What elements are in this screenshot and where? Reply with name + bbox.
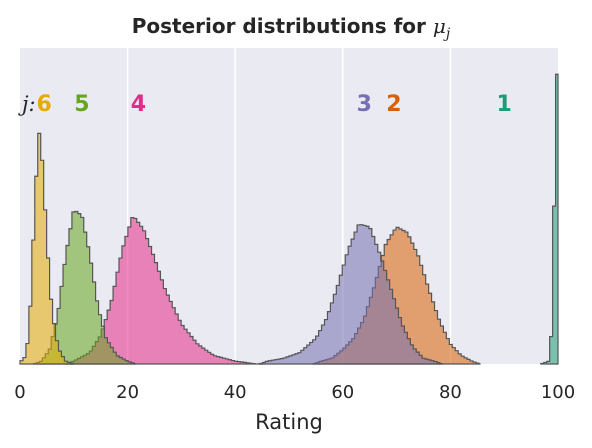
chart-title-math-sub: j (443, 26, 451, 42)
x-tick-label: 20 (116, 382, 139, 403)
label-prefix: j: (18, 92, 36, 116)
series-label-2: 2 (386, 92, 401, 117)
series-labels: j: 1 23 4 56 (18, 92, 512, 117)
chart-title-math: μ (433, 14, 446, 38)
series-1-histogram (540, 73, 559, 365)
series-label-4: 4 (131, 92, 146, 117)
series-6-histogram (19, 132, 75, 365)
x-axis-label: Rating (255, 410, 323, 434)
x-tick-labels: 0 20 40 60 80 100 (14, 382, 575, 403)
chart-title-text: Posterior distributions for (132, 14, 426, 38)
series-label-5: 5 (74, 92, 89, 117)
series-3-histogram (258, 224, 443, 365)
series-label-3: 3 (357, 92, 372, 117)
x-tick-label: 100 (541, 382, 575, 403)
x-tick-label: 80 (439, 382, 462, 403)
chart-title: Posterior distributions for μj (132, 14, 451, 42)
series-label-6: 6 (37, 92, 52, 117)
series-label-1: 1 (497, 92, 512, 117)
x-tick-label: 60 (331, 382, 354, 403)
x-tick-label: 40 (224, 382, 247, 403)
x-tick-label: 0 (14, 382, 25, 403)
series-layer (19, 73, 559, 365)
